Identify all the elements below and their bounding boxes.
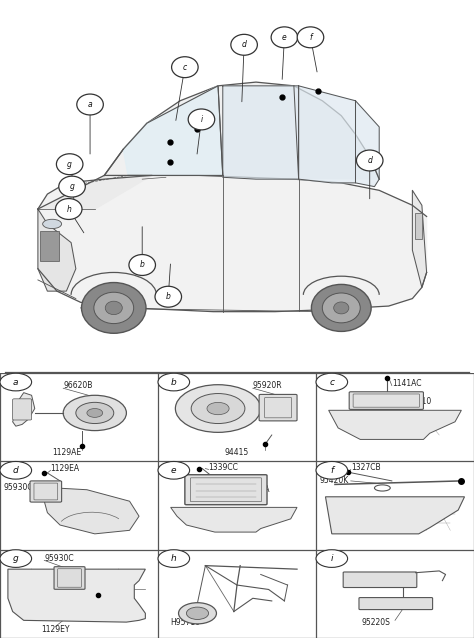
Text: a: a bbox=[13, 378, 18, 387]
Polygon shape bbox=[223, 86, 299, 179]
Circle shape bbox=[0, 550, 32, 567]
Text: H95710: H95710 bbox=[171, 618, 201, 628]
Circle shape bbox=[158, 461, 190, 479]
Text: 1327CB: 1327CB bbox=[351, 463, 380, 472]
Polygon shape bbox=[104, 82, 379, 179]
FancyBboxPatch shape bbox=[30, 481, 62, 502]
Circle shape bbox=[316, 373, 347, 391]
Polygon shape bbox=[328, 410, 461, 440]
Circle shape bbox=[188, 109, 215, 130]
Text: 94415: 94415 bbox=[225, 448, 249, 457]
Text: 1129EY: 1129EY bbox=[41, 625, 70, 634]
Text: g: g bbox=[13, 554, 18, 563]
Polygon shape bbox=[44, 488, 139, 534]
Circle shape bbox=[356, 150, 383, 171]
Circle shape bbox=[311, 285, 371, 331]
Circle shape bbox=[56, 154, 83, 175]
Text: g: g bbox=[70, 182, 74, 191]
FancyBboxPatch shape bbox=[54, 567, 85, 590]
Circle shape bbox=[77, 94, 103, 115]
Circle shape bbox=[0, 461, 32, 479]
Ellipse shape bbox=[43, 219, 62, 228]
FancyBboxPatch shape bbox=[13, 399, 32, 420]
Circle shape bbox=[186, 607, 209, 619]
Text: c: c bbox=[329, 378, 334, 387]
Circle shape bbox=[55, 198, 82, 219]
Text: i: i bbox=[201, 115, 202, 124]
Text: h: h bbox=[171, 554, 177, 563]
Text: d: d bbox=[13, 466, 18, 475]
Circle shape bbox=[155, 286, 182, 307]
Text: a: a bbox=[88, 100, 92, 109]
Text: b: b bbox=[166, 292, 171, 301]
Circle shape bbox=[0, 373, 32, 391]
Text: 1141AC: 1141AC bbox=[392, 380, 421, 389]
Text: h: h bbox=[66, 205, 71, 214]
Polygon shape bbox=[356, 101, 379, 187]
Text: d: d bbox=[242, 40, 246, 49]
Circle shape bbox=[316, 550, 347, 567]
Text: 1129EA: 1129EA bbox=[51, 464, 80, 473]
Text: b: b bbox=[171, 378, 177, 387]
Text: 95930C: 95930C bbox=[44, 554, 74, 563]
Circle shape bbox=[297, 27, 324, 48]
Text: 95100A: 95100A bbox=[240, 486, 270, 494]
Polygon shape bbox=[38, 175, 152, 209]
Circle shape bbox=[191, 394, 245, 424]
Circle shape bbox=[158, 373, 190, 391]
Text: e: e bbox=[282, 33, 287, 42]
Circle shape bbox=[129, 255, 155, 276]
Polygon shape bbox=[326, 497, 465, 534]
Text: 96620B: 96620B bbox=[63, 381, 92, 390]
Text: 1339CC: 1339CC bbox=[209, 463, 238, 472]
Circle shape bbox=[105, 301, 122, 315]
Text: f: f bbox=[330, 466, 333, 475]
Circle shape bbox=[179, 603, 217, 624]
Text: 95910: 95910 bbox=[408, 397, 432, 406]
Polygon shape bbox=[299, 86, 356, 183]
Circle shape bbox=[334, 302, 349, 314]
Polygon shape bbox=[412, 190, 427, 287]
Circle shape bbox=[175, 385, 261, 433]
Circle shape bbox=[316, 461, 347, 479]
Text: 1129AE: 1129AE bbox=[52, 448, 81, 457]
Circle shape bbox=[158, 550, 190, 567]
Circle shape bbox=[172, 57, 198, 78]
FancyBboxPatch shape bbox=[359, 598, 433, 609]
Polygon shape bbox=[171, 507, 297, 532]
Circle shape bbox=[207, 403, 229, 415]
Circle shape bbox=[76, 403, 114, 424]
Text: c: c bbox=[183, 63, 187, 71]
Bar bbox=[415, 212, 422, 239]
Circle shape bbox=[94, 292, 134, 323]
Polygon shape bbox=[123, 86, 223, 175]
Circle shape bbox=[87, 408, 103, 417]
Polygon shape bbox=[38, 175, 427, 311]
Text: d: d bbox=[367, 156, 372, 165]
Bar bbox=[40, 232, 59, 262]
Text: 95220S: 95220S bbox=[362, 618, 391, 627]
Text: 95930C: 95930C bbox=[3, 484, 33, 493]
Text: i: i bbox=[330, 554, 333, 563]
Polygon shape bbox=[8, 569, 146, 622]
Circle shape bbox=[271, 27, 298, 48]
Text: 95920R: 95920R bbox=[253, 381, 283, 390]
Circle shape bbox=[82, 283, 146, 333]
FancyBboxPatch shape bbox=[343, 572, 417, 588]
Circle shape bbox=[63, 396, 127, 431]
FancyBboxPatch shape bbox=[349, 392, 423, 410]
Text: e: e bbox=[171, 466, 176, 475]
Text: 95420K: 95420K bbox=[319, 477, 348, 486]
Polygon shape bbox=[38, 209, 76, 291]
Text: b: b bbox=[140, 260, 145, 269]
Circle shape bbox=[59, 176, 85, 197]
Polygon shape bbox=[13, 392, 35, 426]
FancyBboxPatch shape bbox=[185, 475, 267, 505]
FancyBboxPatch shape bbox=[259, 394, 297, 421]
Circle shape bbox=[322, 293, 360, 323]
Text: g: g bbox=[67, 160, 72, 168]
Circle shape bbox=[231, 34, 257, 56]
Text: f: f bbox=[309, 33, 312, 42]
